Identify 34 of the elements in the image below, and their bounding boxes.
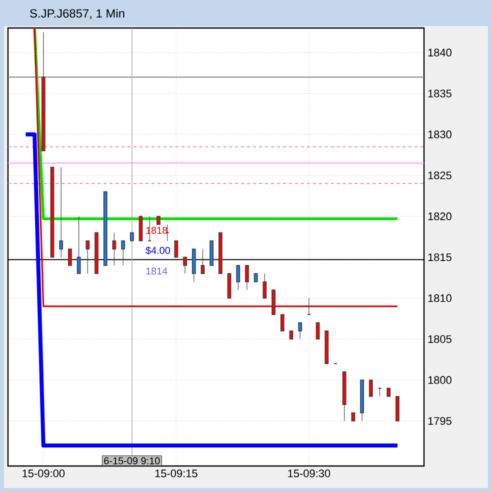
- annotation: $4.00: [146, 246, 170, 255]
- candlestick: [68, 248, 72, 266]
- candlestick: [280, 314, 284, 332]
- x-tick-label: 15-09:15: [155, 470, 198, 478]
- candlestick: [183, 256, 187, 274]
- y-tick-label: 1820: [428, 212, 452, 220]
- x-tick-label: 15-09:00: [22, 470, 65, 478]
- y-tick-label: 1805: [428, 335, 452, 343]
- candlestick: [112, 232, 116, 266]
- y-tick-label: 1840: [428, 48, 452, 56]
- y-tick-label: 1830: [428, 130, 452, 138]
- candlestick: [245, 264, 249, 290]
- candlestick: [121, 240, 126, 266]
- candlestick: [316, 322, 320, 340]
- candlestick: [236, 264, 240, 290]
- y-tick-label: 1800: [428, 376, 452, 384]
- candlestick: [368, 380, 373, 397]
- y-tick-label: 1815: [428, 253, 452, 262]
- candlestick: [298, 322, 302, 340]
- chart-title: S.JP.J6857, 1 Min: [30, 8, 124, 20]
- candlestick: [86, 240, 90, 274]
- y-tick-label: 1825: [428, 171, 452, 180]
- y-tick-label: 1835: [428, 90, 452, 98]
- candlestick: [306, 298, 311, 316]
- candlestick: [59, 166, 64, 258]
- y-tick-label: 1810: [428, 294, 452, 302]
- candlestick: [76, 216, 81, 274]
- ref-line-label: 6-15-09 9:10: [104, 457, 160, 464]
- y-tick-label: 1795: [428, 417, 452, 425]
- x-tick-label: 15-09:30: [288, 470, 330, 478]
- annotation: 1814: [146, 268, 168, 275]
- candlestick: [262, 273, 267, 299]
- candlestick: [174, 240, 178, 258]
- candlestick: [200, 248, 205, 274]
